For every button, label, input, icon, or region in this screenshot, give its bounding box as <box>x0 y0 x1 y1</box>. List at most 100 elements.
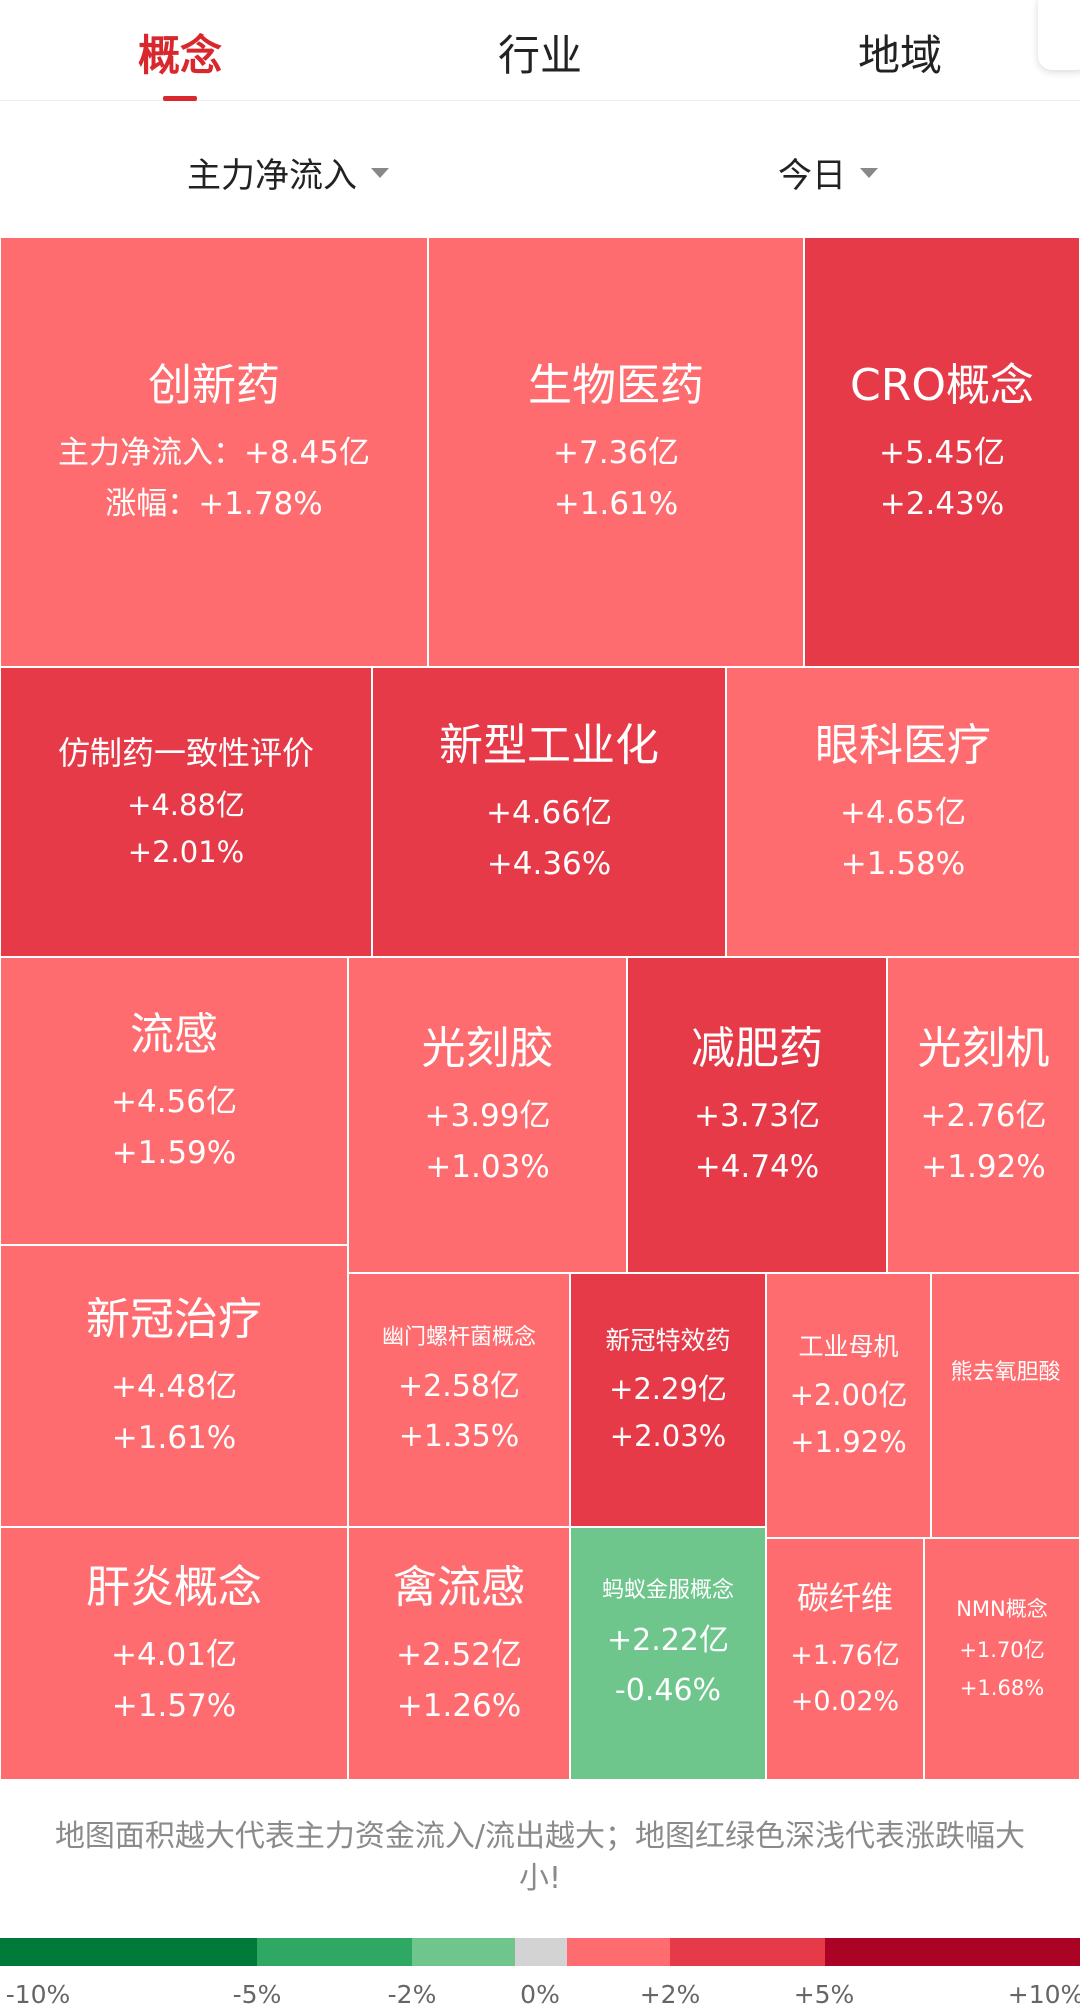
treemap-tile[interactable]: 眼科医疗 +4.65亿 +1.58% <box>726 667 1080 957</box>
tab-industry[interactable]: 行业 <box>497 31 583 80</box>
tile-change-pct: +1.61% <box>111 1420 237 1457</box>
tile-change-pct: -0.46% <box>614 1672 722 1708</box>
tile-name: 碳纤维 <box>796 1579 893 1618</box>
legend-swatch <box>825 1938 1080 1966</box>
period-dropdown-label: 今日 <box>778 156 846 196</box>
tile-name: 工业母机 <box>798 1331 899 1361</box>
treemap-tile[interactable]: CRO概念 +5.45亿 +2.43% <box>804 237 1080 667</box>
tile-change-pct: +1.61% <box>553 486 679 523</box>
treemap-tile[interactable]: 光刻机 +2.76亿 +1.92% <box>887 957 1080 1273</box>
treemap-tile[interactable]: 肝炎概念 +4.01亿 +1.57% <box>0 1527 348 1780</box>
tile-name: 仿制药一致性评价 <box>57 734 314 772</box>
tile-change-pct: +1.59% <box>111 1135 237 1172</box>
caret-down-icon <box>860 167 878 178</box>
treemap-tile[interactable]: NMN概念 +1.70亿 +1.68% <box>924 1538 1080 1780</box>
floating-button[interactable] <box>1038 0 1080 70</box>
legend-swatch <box>670 1938 825 1966</box>
treemap-tile[interactable]: 熊去氧胆酸 <box>931 1273 1080 1538</box>
tile-change-pct: +1.92% <box>790 1424 907 1459</box>
tile-name: 光刻机 <box>917 1023 1050 1075</box>
tile-net-inflow: +2.52亿 <box>396 1636 522 1673</box>
treemap-tile[interactable]: 仿制药一致性评价 +4.88亿 +2.01% <box>0 667 372 957</box>
treemap-tile[interactable]: 禽流感 +2.52亿 +1.26% <box>348 1527 570 1780</box>
period-dropdown[interactable]: 今日 <box>778 148 878 197</box>
treemap-tile[interactable]: 生物医药 +7.36亿 +1.61% <box>428 237 804 667</box>
metric-dropdown[interactable]: 主力净流入 <box>187 148 389 197</box>
tile-change-pct: 涨幅：+1.78% <box>105 486 323 523</box>
color-legend <box>0 1938 1080 1966</box>
tile-change-pct: +1.68% <box>959 1675 1045 1700</box>
legend-swatch <box>515 1938 567 1966</box>
treemap-tile[interactable]: 工业母机 +2.00亿 +1.92% <box>766 1273 931 1538</box>
tile-name: 减肥药 <box>691 1023 823 1075</box>
legend-label: -10% <box>5 1980 71 2009</box>
tile-change-pct: +4.74% <box>694 1149 820 1186</box>
treemap-tile[interactable]: 新冠治疗 +4.48亿 +1.61% <box>0 1245 348 1527</box>
treemap-tile[interactable]: 光刻胶 +3.99亿 +1.03% <box>348 957 627 1273</box>
tile-net-inflow: +1.70亿 <box>959 1638 1045 1663</box>
legend-label: 0% <box>520 1980 560 2009</box>
legend-swatch <box>567 1938 670 1966</box>
treemap-tile[interactable]: 新冠特效药 +2.29亿 +2.03% <box>570 1273 766 1527</box>
tile-name: 眼科医疗 <box>815 720 991 772</box>
tile-name: 光刻胶 <box>421 1023 554 1075</box>
tile-change-pct: +1.03% <box>425 1149 550 1186</box>
tile-net-inflow: +4.48亿 <box>111 1369 237 1406</box>
tab-concept[interactable]: 概念 <box>137 31 223 80</box>
tile-name: 新冠特效药 <box>605 1326 731 1356</box>
treemap-tile[interactable]: 新型工业化 +4.66亿 +4.36% <box>372 667 726 957</box>
tile-change-pct: +1.58% <box>840 846 966 883</box>
tile-name: 蚂蚁金服概念 <box>601 1578 734 1604</box>
treemap-tile[interactable]: 碳纤维 +1.76亿 +0.02% <box>766 1538 924 1780</box>
legend-swatch <box>412 1938 515 1966</box>
tile-name: 禽流感 <box>393 1561 525 1613</box>
legend-label: +10% <box>1007 1980 1080 2009</box>
tile-change-pct: +1.57% <box>111 1687 237 1724</box>
tile-net-inflow: +4.65亿 <box>840 795 966 832</box>
tile-net-inflow: +1.76亿 <box>790 1639 900 1671</box>
tile-net-inflow: +2.29亿 <box>609 1372 727 1407</box>
tile-name: 流感 <box>130 1009 218 1061</box>
tile-change-pct: +1.26% <box>396 1687 522 1724</box>
tile-change-pct: +1.35% <box>398 1419 520 1455</box>
tile-change-pct: +1.92% <box>921 1149 1046 1186</box>
legend-note: 地图面积越大代表主力资金流入/流出越大；地图红绿色深浅代表涨跌幅大小! <box>54 1819 1026 1896</box>
tile-name: 新冠治疗 <box>86 1294 262 1346</box>
tile-net-inflow: 主力净流入：+8.45亿 <box>58 435 370 472</box>
tile-name: 生物医药 <box>528 360 704 412</box>
tab-region[interactable]: 地域 <box>857 31 943 80</box>
legend-swatch <box>257 1938 412 1966</box>
metric-dropdown-label: 主力净流入 <box>187 156 357 196</box>
treemap-tile[interactable]: 创新药主力净流入：+8.45亿 涨幅：+1.78% <box>0 237 428 667</box>
tile-net-inflow: +2.58亿 <box>398 1369 520 1405</box>
legend-label: -2% <box>387 1980 437 2009</box>
treemap-tile[interactable]: 减肥药 +3.73亿 +4.74% <box>627 957 887 1273</box>
tab-bar: 概念 行业 地域 <box>0 0 1080 101</box>
treemap-tile[interactable]: 幽门螺杆菌概念 +2.58亿 +1.35% <box>348 1273 570 1527</box>
caret-down-icon <box>371 167 389 178</box>
tile-net-inflow: +7.36亿 <box>553 435 679 472</box>
tile-name: 幽门螺杆菌概念 <box>381 1324 536 1350</box>
tile-net-inflow: +4.01亿 <box>111 1636 237 1673</box>
tile-net-inflow: +2.76亿 <box>920 1098 1047 1135</box>
tile-net-inflow: +4.88亿 <box>127 788 245 823</box>
tile-change-pct: +0.02% <box>790 1686 900 1718</box>
tile-net-inflow: +4.66亿 <box>486 795 612 832</box>
treemap-tile[interactable]: 蚂蚁金服概念 +2.22亿 -0.46% <box>570 1527 766 1780</box>
tile-net-inflow: +3.99亿 <box>424 1098 551 1135</box>
treemap: 创新药主力净流入：+8.45亿 涨幅：+1.78% 生物医药 +7.36亿 +1.61%… <box>0 237 1080 1780</box>
tile-net-inflow: +2.22亿 <box>607 1622 729 1658</box>
tile-name: CRO概念 <box>850 360 1034 412</box>
tile-net-inflow: +2.00亿 <box>789 1377 908 1412</box>
tile-net-inflow: +4.56亿 <box>111 1084 237 1121</box>
tile-change-pct: +2.03% <box>609 1419 727 1453</box>
tile-net-inflow: +3.73亿 <box>694 1098 820 1135</box>
tile-net-inflow: +5.45亿 <box>879 435 1005 472</box>
tile-change-pct: +4.36% <box>486 846 612 883</box>
legend-swatch <box>0 1938 257 1966</box>
tile-change-pct: +2.01% <box>127 835 245 870</box>
tile-change-pct: +2.43% <box>879 486 1005 523</box>
tile-name: 新型工业化 <box>439 720 659 772</box>
treemap-tile[interactable]: 流感 +4.56亿 +1.59% <box>0 957 348 1245</box>
tile-name: 创新药 <box>148 360 280 412</box>
